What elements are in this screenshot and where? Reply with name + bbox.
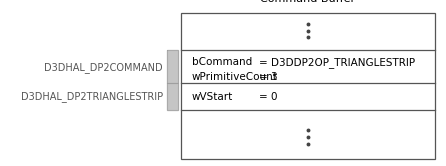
Text: bCommand: bCommand bbox=[192, 57, 252, 67]
Text: = 0: = 0 bbox=[259, 92, 277, 102]
Text: D3DHAL_DP2TRIANGLESTRIP: D3DHAL_DP2TRIANGLESTRIP bbox=[21, 91, 163, 102]
Text: = 3: = 3 bbox=[259, 72, 277, 82]
Text: = D3DDP2OP_TRIANGLESTRIP: = D3DDP2OP_TRIANGLESTRIP bbox=[259, 57, 415, 68]
Text: wPrimitiveCount: wPrimitiveCount bbox=[192, 72, 278, 82]
Bar bbox=[181, 13, 435, 159]
Text: Command Buffer: Command Buffer bbox=[260, 0, 355, 4]
Polygon shape bbox=[167, 50, 178, 83]
Text: D3DHAL_DP2COMMAND: D3DHAL_DP2COMMAND bbox=[44, 62, 163, 73]
Text: wVStart: wVStart bbox=[192, 92, 233, 102]
Polygon shape bbox=[167, 83, 178, 110]
